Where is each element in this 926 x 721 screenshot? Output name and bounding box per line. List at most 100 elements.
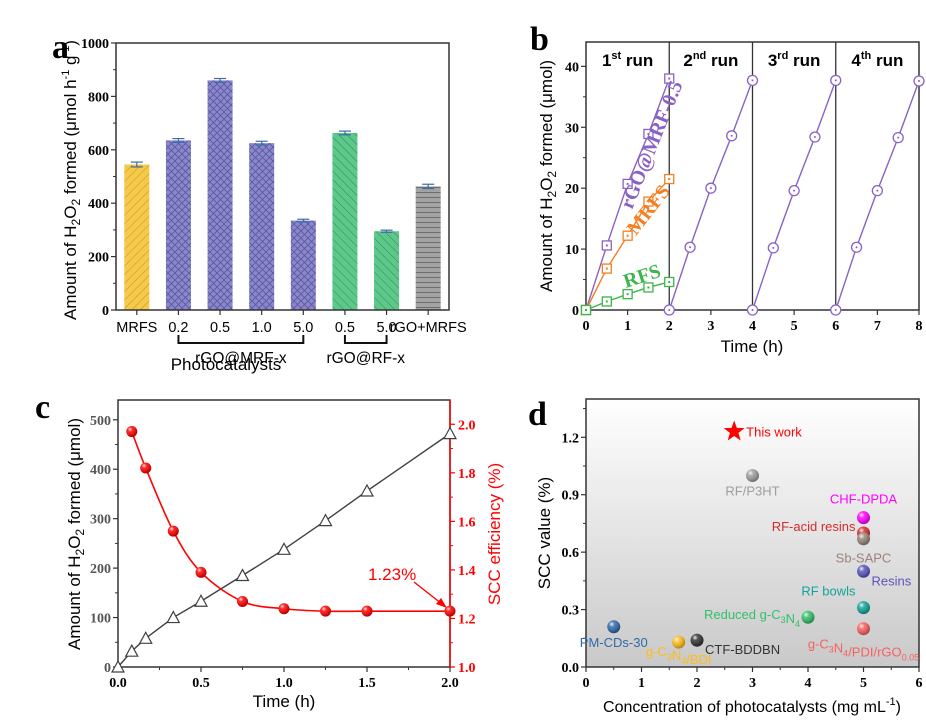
data-point xyxy=(166,610,181,624)
scatter-points: This work RF/P3HT CHF-DPDA RF-acid resins Sb… xyxy=(580,420,919,667)
series-line xyxy=(668,80,754,311)
right-y-tick-label: 1.0 xyxy=(458,661,476,676)
point-label: Sb-SAPC xyxy=(836,551,892,566)
data-point-center xyxy=(668,77,671,80)
point-label: PM-CDs-30 xyxy=(580,635,648,650)
data-point-shine xyxy=(444,605,456,617)
data-point-center xyxy=(605,267,608,270)
y-tick-label: 30 xyxy=(565,121,579,136)
y-tick-label: 600 xyxy=(88,144,109,159)
group-label: rGO@MRF-x xyxy=(195,350,287,367)
data-point-shine xyxy=(690,633,704,647)
y-axis-label: Amount of H2O2 formed (μmol) xyxy=(65,418,87,650)
x-tick-label: 5 xyxy=(791,319,798,334)
group-bracket xyxy=(343,335,388,344)
data-point-shine xyxy=(195,566,207,578)
y-tick-label: 40 xyxy=(565,60,579,75)
bars xyxy=(124,77,441,310)
point-label: RF-acid resins xyxy=(772,519,856,534)
data-point-center xyxy=(585,309,587,311)
point-label: RF bowls xyxy=(801,584,856,599)
y-tick-label: 20 xyxy=(565,182,579,197)
data-point-shine xyxy=(857,564,870,578)
bar xyxy=(290,220,316,310)
data-point-center xyxy=(793,189,796,192)
x-axis-label: Time (h) xyxy=(253,692,316,711)
panel-label-b: b xyxy=(530,21,549,58)
x-tick-label: 1 xyxy=(624,319,631,334)
run-label: 4th run xyxy=(851,50,903,70)
x-tick-label: 0 xyxy=(583,676,590,691)
point-label: g-C3N4/BDI xyxy=(646,644,712,667)
x-tick-label: 2 xyxy=(666,319,673,334)
group-bracket xyxy=(177,335,305,344)
run-label: 3rd run xyxy=(768,50,821,70)
y-tick-label: 400 xyxy=(88,197,109,212)
annotation-1-23: 1.23% xyxy=(368,565,416,584)
data-point-center xyxy=(855,246,858,249)
y-tick-label: 0.9 xyxy=(562,489,580,504)
y-tick-label: 100 xyxy=(90,612,111,627)
x-tick-label: 2 xyxy=(694,676,701,691)
data-point-center xyxy=(668,280,671,283)
data-point-shine xyxy=(672,635,686,649)
data-point-center xyxy=(709,187,712,190)
data-point-shine xyxy=(278,603,290,615)
star-marker-icon xyxy=(723,420,745,441)
x-tick-label: 0.0 xyxy=(109,676,127,691)
data-point-shine xyxy=(857,601,870,615)
run-labels: 1st run 2nd run 3rd run 4th run xyxy=(602,50,903,70)
y-tick-label: 1000 xyxy=(81,37,109,52)
series-line xyxy=(131,431,450,613)
y-tick-label: 400 xyxy=(90,463,111,478)
bar xyxy=(374,231,400,310)
annotation-arrow xyxy=(413,581,443,605)
series-label-rfs: RFS xyxy=(621,260,664,293)
x-tick-label: 6 xyxy=(832,319,839,334)
bar xyxy=(165,140,191,310)
data-point-center xyxy=(751,79,754,82)
run-label: 2nd run xyxy=(683,50,738,70)
group-brackets: rGO@MRF-x rGO@RF-x xyxy=(177,335,405,367)
data-point xyxy=(276,542,292,555)
axes: 0 10 20 30 40 0 1 2 3 4 5 6 7 8 xyxy=(565,42,923,334)
data-point xyxy=(193,593,209,607)
x-tick-label: 0 xyxy=(583,319,590,334)
x-tick-label: 0.5 xyxy=(192,676,210,691)
x-tick-label: 1.0 xyxy=(275,676,293,691)
y-tick-label: 1.2 xyxy=(562,431,580,446)
data-point-shine xyxy=(167,525,179,537)
point-label: Reduced g-C3N4 xyxy=(704,607,800,629)
data-point-center xyxy=(626,234,629,237)
data-point-center xyxy=(751,309,754,311)
x-tick-label: 5.0 xyxy=(376,320,396,336)
data-point-center xyxy=(647,286,650,289)
data-point-shine xyxy=(140,462,152,474)
y-tick-label: 300 xyxy=(90,513,111,528)
data-point-shine xyxy=(607,620,621,634)
right-y-tick-label: 1.2 xyxy=(458,612,476,627)
x-tick-label: 1 xyxy=(638,676,645,691)
data-point-center xyxy=(730,134,733,137)
data-point-shine xyxy=(857,622,870,636)
y-tick-label: 200 xyxy=(90,562,111,577)
plot-frame xyxy=(117,399,451,668)
y-axis-label: SCC value (%) xyxy=(535,477,554,589)
bar xyxy=(332,132,358,310)
x-tick-label: 4 xyxy=(749,319,756,334)
bar xyxy=(124,164,150,310)
y-tick-label: 0 xyxy=(572,304,579,319)
x-axis-label: Photocatalysts xyxy=(171,355,282,374)
x-tick-label: 6 xyxy=(916,676,923,691)
point-label: Resins xyxy=(872,573,912,588)
x-tick-label: 2.0 xyxy=(441,676,459,691)
x-tick-label: 3 xyxy=(749,676,756,691)
panel-d: d 0.0 0.3 0.6 0.9 1.2 0 1 2 3 4 5 6 This work RF/P3H… xyxy=(528,396,923,716)
run-label: 1st run xyxy=(602,50,653,70)
x-tick-label: 5 xyxy=(860,676,867,691)
y-tick-label: 800 xyxy=(88,90,109,105)
point-label: RF/P3HT xyxy=(725,484,779,499)
data-point-center xyxy=(647,132,650,135)
right-y-tick-label: 1.4 xyxy=(458,564,476,579)
point-label: This work xyxy=(746,425,802,440)
